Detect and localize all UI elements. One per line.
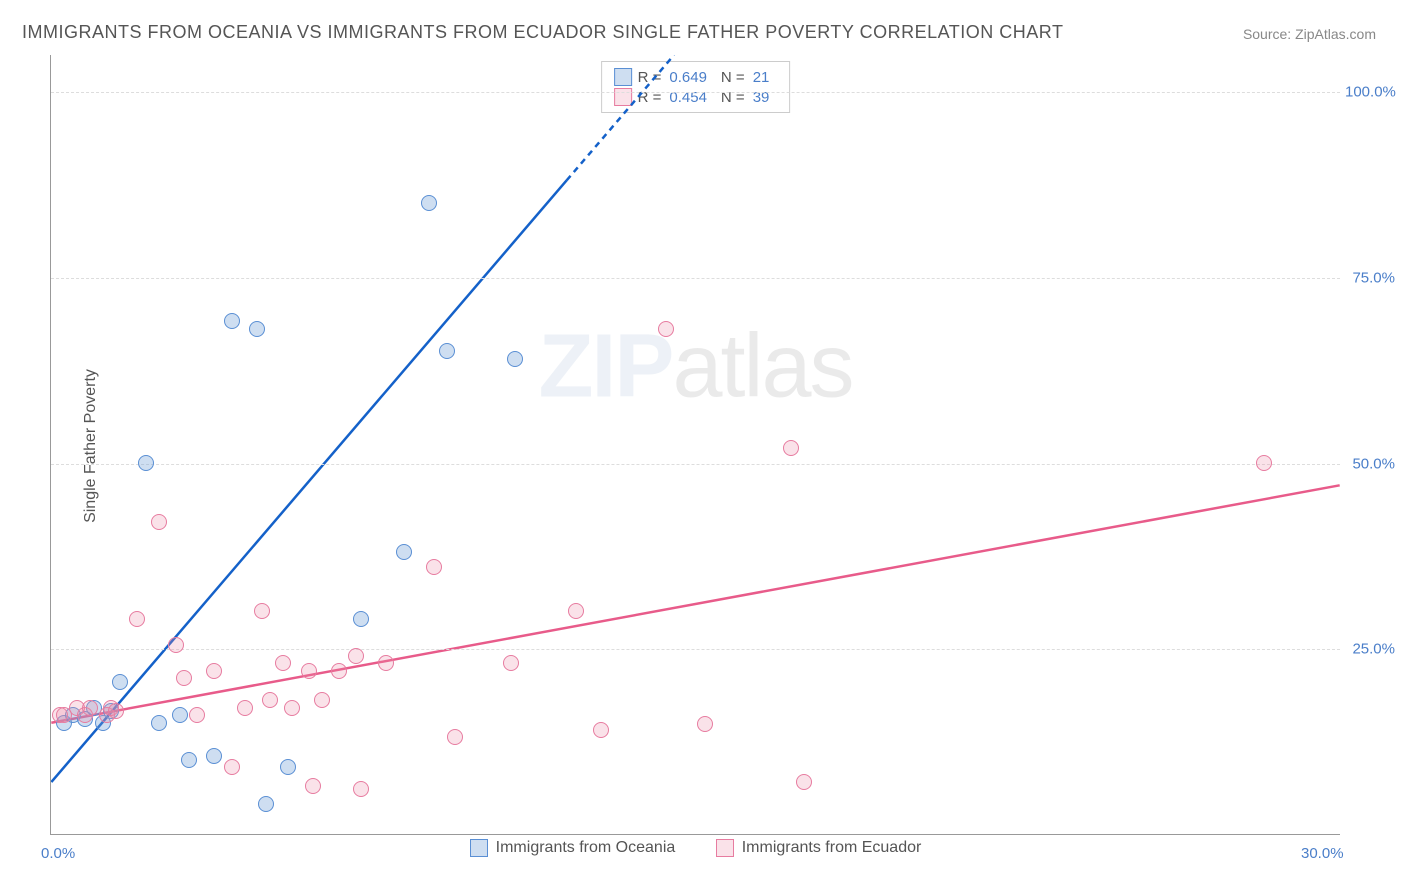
legend-correlation: R = 0.649 N = 21 R = 0.454 N = 39 bbox=[601, 61, 791, 113]
legend-n-value-oceania: 21 bbox=[753, 69, 770, 86]
legend-swatch-pink-icon bbox=[614, 88, 632, 106]
x-tick-label: 0.0% bbox=[41, 845, 75, 862]
data-point bbox=[254, 603, 270, 619]
plot-area: ZIPatlas R = 0.649 N = 21 R = 0.454 N = … bbox=[50, 55, 1340, 835]
data-point bbox=[168, 637, 184, 653]
data-point bbox=[353, 611, 369, 627]
source-label: Source: ZipAtlas.com bbox=[1243, 26, 1376, 42]
legend-n-label-2: N = bbox=[721, 89, 745, 106]
data-point bbox=[331, 663, 347, 679]
data-point bbox=[426, 559, 442, 575]
data-point bbox=[783, 440, 799, 456]
legend-swatch-blue-icon-2 bbox=[470, 839, 488, 857]
data-point bbox=[796, 774, 812, 790]
data-point bbox=[314, 692, 330, 708]
data-point bbox=[1256, 455, 1272, 471]
gridline bbox=[51, 278, 1340, 279]
data-point bbox=[224, 759, 240, 775]
x-tick-label: 30.0% bbox=[1301, 845, 1344, 862]
data-point bbox=[353, 781, 369, 797]
data-point bbox=[82, 700, 98, 716]
legend-r-value-ecuador: 0.454 bbox=[669, 89, 707, 106]
legend-item-ecuador: Immigrants from Ecuador bbox=[716, 839, 922, 857]
data-point bbox=[172, 707, 188, 723]
watermark-atlas: atlas bbox=[672, 316, 852, 416]
legend-r-label: R = bbox=[638, 69, 662, 86]
trend-lines bbox=[51, 55, 1340, 834]
data-point bbox=[301, 663, 317, 679]
legend-swatch-blue-icon bbox=[614, 68, 632, 86]
legend-series: Immigrants from Oceania Immigrants from … bbox=[51, 839, 1340, 862]
data-point bbox=[189, 707, 205, 723]
legend-label-oceania: Immigrants from Oceania bbox=[496, 839, 676, 857]
chart-container: IMMIGRANTS FROM OCEANIA VS IMMIGRANTS FR… bbox=[0, 0, 1406, 892]
data-point bbox=[206, 748, 222, 764]
data-point bbox=[176, 670, 192, 686]
y-tick-label: 100.0% bbox=[1345, 84, 1395, 101]
data-point bbox=[237, 700, 253, 716]
data-point bbox=[112, 674, 128, 690]
data-point bbox=[439, 343, 455, 359]
data-point bbox=[507, 351, 523, 367]
data-point bbox=[249, 321, 265, 337]
data-point bbox=[284, 700, 300, 716]
legend-row-ecuador: R = 0.454 N = 39 bbox=[614, 87, 778, 107]
legend-n-value-ecuador: 39 bbox=[753, 89, 770, 106]
data-point bbox=[129, 611, 145, 627]
data-point bbox=[258, 796, 274, 812]
gridline bbox=[51, 464, 1340, 465]
data-point bbox=[503, 655, 519, 671]
data-point bbox=[151, 715, 167, 731]
data-point bbox=[348, 648, 364, 664]
data-point bbox=[262, 692, 278, 708]
data-point bbox=[108, 703, 124, 719]
legend-r-value-oceania: 0.649 bbox=[669, 69, 707, 86]
watermark: ZIPatlas bbox=[538, 315, 852, 418]
legend-swatch-pink-icon-2 bbox=[716, 839, 734, 857]
legend-n-label: N = bbox=[721, 69, 745, 86]
data-point bbox=[568, 603, 584, 619]
chart-title: IMMIGRANTS FROM OCEANIA VS IMMIGRANTS FR… bbox=[22, 22, 1063, 43]
gridline bbox=[51, 92, 1340, 93]
data-point bbox=[151, 514, 167, 530]
data-point bbox=[396, 544, 412, 560]
data-point bbox=[275, 655, 291, 671]
legend-row-oceania: R = 0.649 N = 21 bbox=[614, 67, 778, 87]
data-point bbox=[181, 752, 197, 768]
y-tick-label: 25.0% bbox=[1345, 641, 1395, 658]
legend-r-label-2: R = bbox=[638, 89, 662, 106]
watermark-zip: ZIP bbox=[538, 316, 672, 416]
data-point bbox=[378, 655, 394, 671]
data-point bbox=[593, 722, 609, 738]
data-point bbox=[206, 663, 222, 679]
data-point bbox=[447, 729, 463, 745]
legend-item-oceania: Immigrants from Oceania bbox=[470, 839, 676, 857]
gridline bbox=[51, 649, 1340, 650]
data-point bbox=[697, 716, 713, 732]
data-point bbox=[280, 759, 296, 775]
data-point bbox=[224, 313, 240, 329]
legend-label-ecuador: Immigrants from Ecuador bbox=[742, 839, 922, 857]
data-point bbox=[138, 455, 154, 471]
data-point bbox=[305, 778, 321, 794]
data-point bbox=[658, 321, 674, 337]
y-tick-label: 75.0% bbox=[1345, 269, 1395, 286]
data-point bbox=[421, 195, 437, 211]
y-tick-label: 50.0% bbox=[1345, 455, 1395, 472]
